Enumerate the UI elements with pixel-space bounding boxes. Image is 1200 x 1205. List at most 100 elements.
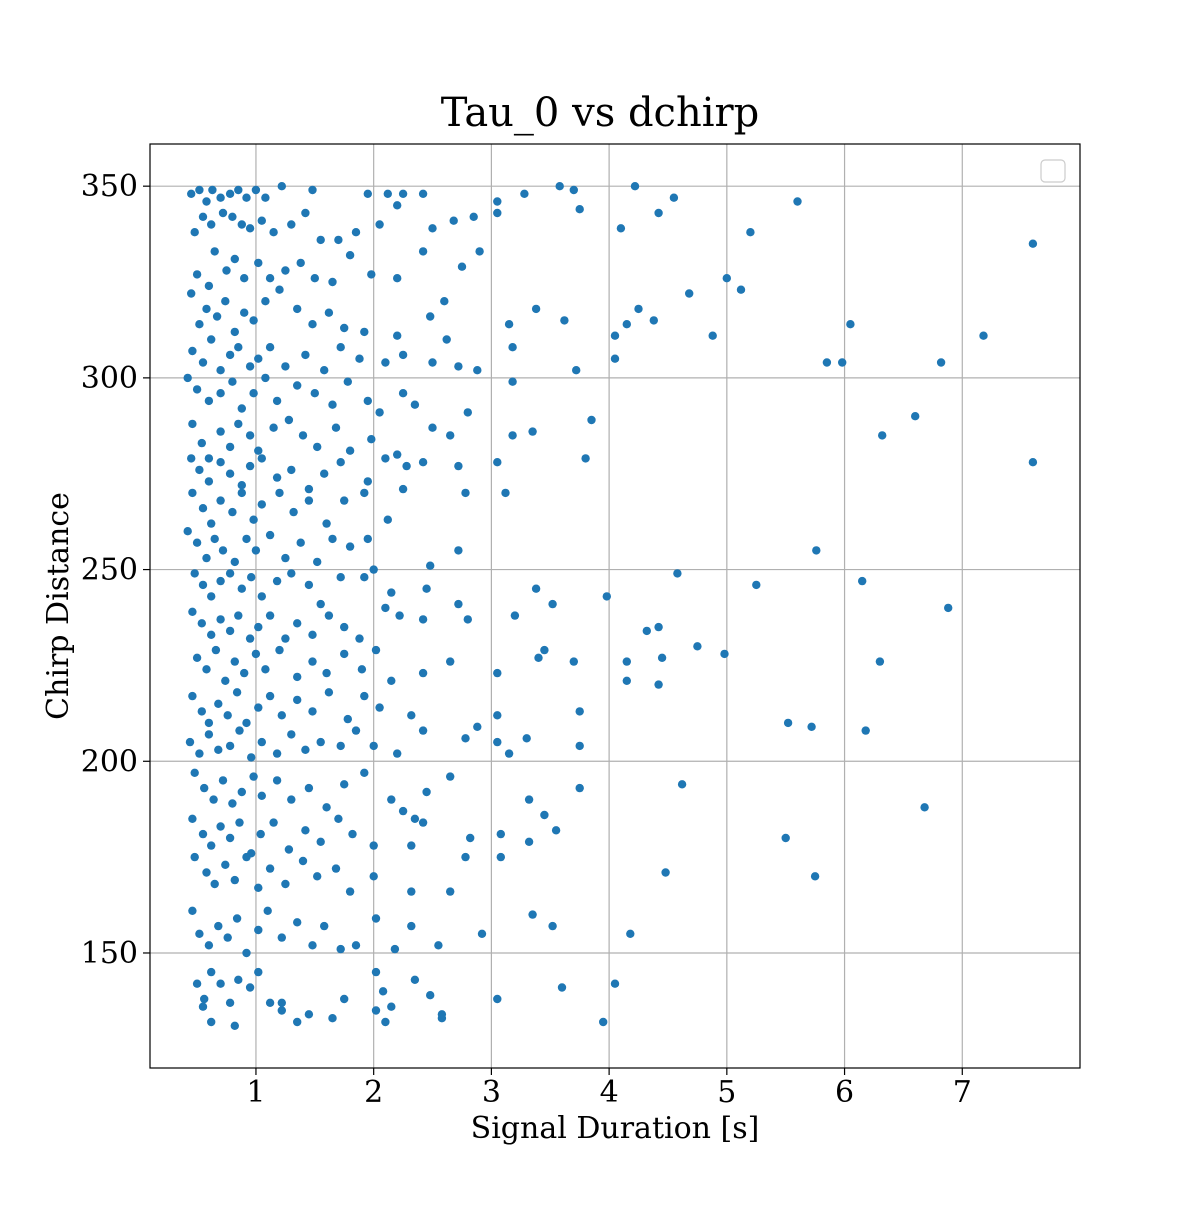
data-point bbox=[630, 182, 640, 191]
data-point bbox=[381, 358, 390, 367]
data-point bbox=[293, 1017, 302, 1027]
data-point bbox=[846, 320, 855, 329]
data-point bbox=[240, 274, 249, 283]
data-point bbox=[225, 469, 235, 478]
data-point bbox=[428, 358, 437, 367]
data-point bbox=[249, 389, 258, 398]
data-point bbox=[858, 576, 867, 586]
data-point bbox=[328, 1014, 337, 1023]
data-point bbox=[234, 343, 243, 352]
data-point bbox=[287, 569, 296, 578]
data-point bbox=[475, 247, 484, 256]
data-point bbox=[340, 994, 349, 1004]
data-point bbox=[275, 488, 284, 498]
data-point bbox=[355, 354, 364, 363]
data-point bbox=[469, 212, 478, 221]
data-point bbox=[340, 622, 349, 632]
data-point bbox=[207, 841, 216, 850]
data-point bbox=[520, 189, 529, 198]
data-point bbox=[216, 193, 225, 202]
data-point bbox=[669, 193, 679, 202]
data-point bbox=[251, 649, 261, 659]
data-point bbox=[387, 676, 396, 685]
data-point bbox=[272, 576, 282, 586]
y-axis-label: Chirp Distance bbox=[41, 492, 76, 720]
data-point bbox=[265, 343, 275, 352]
data-point bbox=[398, 350, 408, 360]
data-point bbox=[531, 584, 541, 593]
data-point bbox=[313, 442, 322, 452]
data-point bbox=[428, 224, 437, 233]
data-point bbox=[304, 783, 314, 793]
x-axis-label: Signal Duration [s] bbox=[471, 1111, 760, 1146]
data-point bbox=[269, 228, 278, 237]
data-point bbox=[351, 726, 361, 735]
data-point bbox=[320, 469, 329, 478]
data-point bbox=[272, 749, 282, 758]
data-point bbox=[501, 488, 510, 498]
data-point bbox=[225, 189, 235, 198]
data-point bbox=[466, 833, 475, 843]
data-point bbox=[446, 887, 455, 896]
data-point bbox=[610, 331, 620, 340]
data-point bbox=[254, 354, 263, 363]
data-point bbox=[393, 274, 402, 283]
data-point bbox=[287, 795, 296, 804]
data-point bbox=[281, 634, 290, 643]
data-point bbox=[316, 599, 325, 609]
data-point bbox=[1028, 458, 1038, 467]
data-point bbox=[371, 645, 381, 655]
data-point bbox=[287, 465, 296, 475]
data-point bbox=[360, 768, 369, 777]
data-point bbox=[508, 377, 517, 386]
data-point bbox=[210, 247, 219, 256]
data-point bbox=[418, 668, 428, 678]
data-point bbox=[208, 185, 217, 195]
data-point bbox=[293, 304, 302, 314]
data-point bbox=[551, 826, 561, 835]
data-point bbox=[204, 718, 214, 728]
data-point bbox=[192, 270, 202, 279]
data-point bbox=[369, 841, 378, 850]
data-point bbox=[225, 442, 235, 452]
y-tick-label: 250 bbox=[81, 553, 138, 588]
data-point bbox=[198, 580, 208, 590]
data-point bbox=[242, 718, 251, 728]
data-point bbox=[281, 362, 290, 371]
data-point bbox=[237, 481, 246, 490]
data-point bbox=[334, 814, 343, 823]
data-point bbox=[781, 833, 790, 843]
data-point bbox=[334, 235, 343, 245]
data-point bbox=[261, 373, 270, 383]
data-point bbox=[393, 749, 402, 758]
data-point bbox=[398, 189, 408, 198]
data-point bbox=[569, 185, 578, 195]
data-point bbox=[234, 975, 243, 984]
data-point bbox=[360, 573, 369, 582]
data-point bbox=[277, 1006, 286, 1015]
data-point bbox=[254, 883, 263, 892]
data-point bbox=[277, 933, 286, 942]
data-point bbox=[936, 358, 946, 367]
data-point bbox=[209, 795, 218, 804]
data-point bbox=[783, 718, 793, 728]
data-point bbox=[188, 419, 197, 429]
data-point bbox=[575, 205, 584, 214]
x-tick-label: 2 bbox=[364, 1075, 383, 1110]
data-point bbox=[504, 749, 514, 758]
data-point bbox=[301, 745, 310, 754]
data-point bbox=[228, 507, 237, 517]
data-point bbox=[461, 734, 470, 743]
data-point bbox=[249, 515, 258, 524]
data-point bbox=[293, 381, 302, 390]
data-point bbox=[324, 611, 334, 620]
data-point bbox=[407, 841, 416, 850]
data-point bbox=[237, 220, 246, 229]
data-point bbox=[192, 653, 202, 662]
data-point bbox=[610, 354, 620, 363]
x-tick-label: 3 bbox=[482, 1075, 501, 1110]
data-point bbox=[221, 676, 230, 685]
data-point bbox=[363, 189, 372, 198]
data-point bbox=[426, 561, 435, 570]
